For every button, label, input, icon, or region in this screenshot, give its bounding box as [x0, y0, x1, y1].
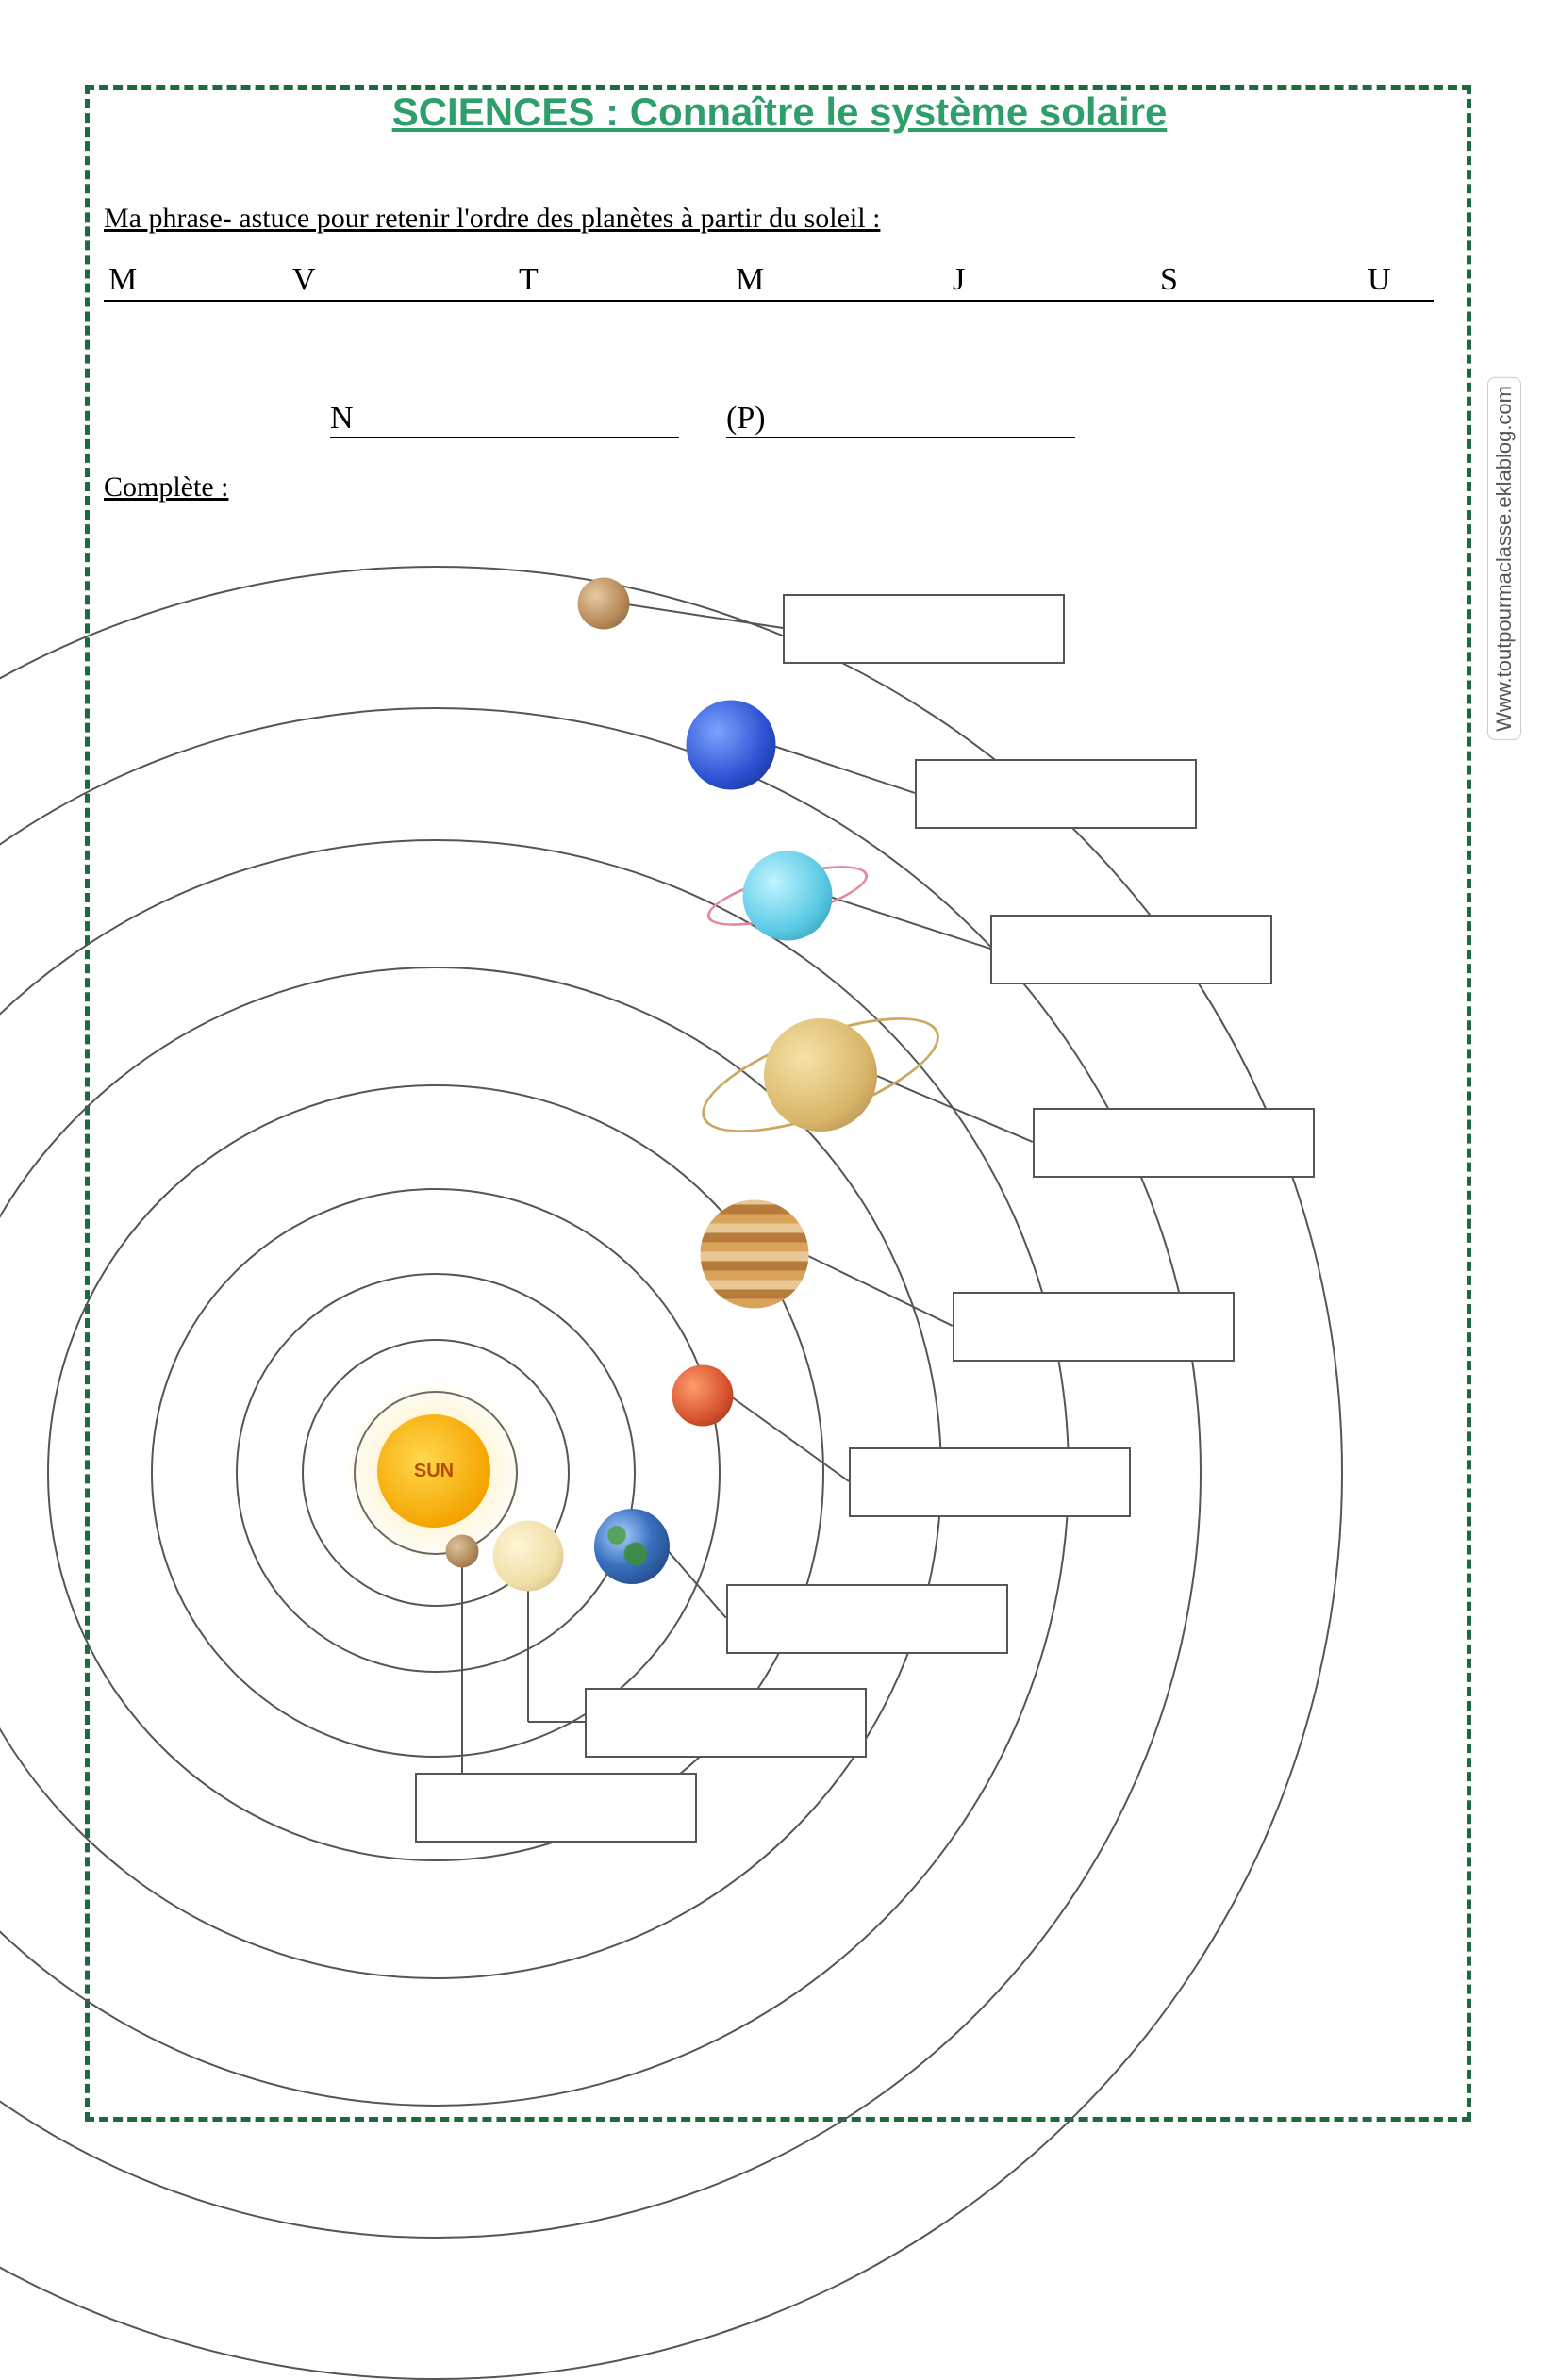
mnemonic-row-1-underline [104, 300, 1434, 302]
mnemonic-blank-underline [330, 437, 679, 438]
page-border [85, 85, 1471, 2122]
worksheet-title: SCIENCES : Connaître le système solaire [0, 90, 1559, 135]
mnemonic-blank[interactable]: (P) [726, 401, 1075, 438]
mnemonic-letter: V [292, 262, 316, 298]
worksheet-page: SCIENCES : Connaître le système solaire … [0, 0, 1559, 2206]
mnemonic-letter: J [953, 262, 965, 298]
mnemonic-blank[interactable]: N [330, 401, 679, 438]
mnemonic-letter: U [1368, 262, 1391, 298]
mnemonic-blank-underline [726, 437, 1075, 438]
source-watermark: Www.toutpourmaclasse.eklablog.com [1487, 377, 1521, 740]
mnemonic-letter: (P) [726, 401, 766, 437]
mnemonic-letter: T [519, 262, 539, 298]
mnemonic-instruction: Ma phrase- astuce pour retenir l'ordre d… [104, 203, 880, 235]
mnemonic-letter: M [736, 262, 764, 298]
complete-label: Complète : [104, 471, 228, 504]
mnemonic-letter: S [1160, 262, 1178, 298]
mnemonic-letter: M [108, 262, 137, 298]
mnemonic-letter: N [330, 401, 354, 437]
